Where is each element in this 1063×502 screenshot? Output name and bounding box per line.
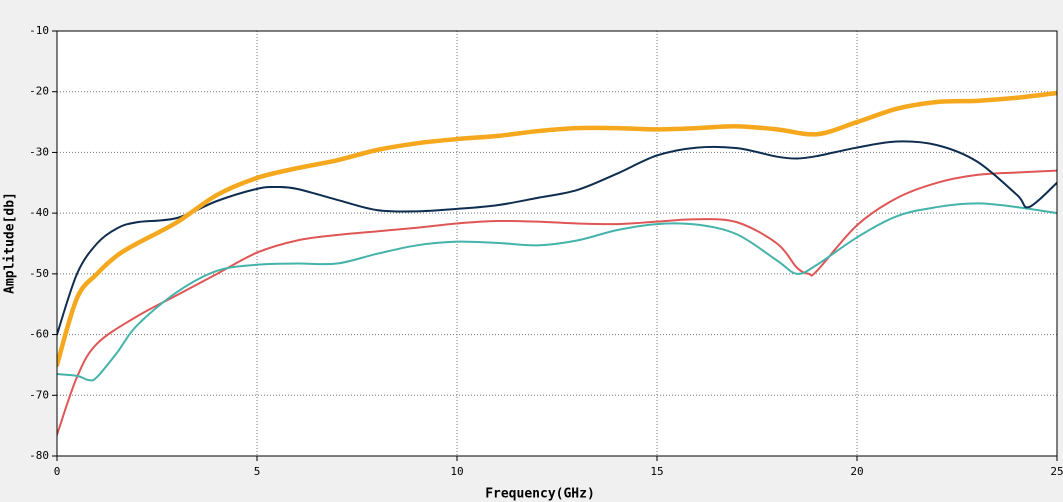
line-series xyxy=(57,90,1057,368)
lines xyxy=(57,90,1057,436)
y-tick-label: -70 xyxy=(29,388,49,401)
x-tick-label: 5 xyxy=(254,465,261,478)
line-series xyxy=(57,169,1057,436)
y-tick-label: -40 xyxy=(29,206,49,219)
line-series xyxy=(57,140,1057,336)
line-series xyxy=(57,202,1057,382)
y-tick-label: -10 xyxy=(29,24,49,37)
x-tick-label: 20 xyxy=(850,465,863,478)
y-tick-label: -30 xyxy=(29,145,49,158)
plot-frame xyxy=(56,30,1058,457)
x-tick-label: 0 xyxy=(54,465,61,478)
y-tick-label: -20 xyxy=(29,85,49,98)
x-axis-title: Frequency(GHz) xyxy=(485,487,595,502)
y-tick-label: -80 xyxy=(29,449,49,462)
x-tick-label: 25 xyxy=(1050,465,1063,478)
y-tick-label: -50 xyxy=(29,267,49,280)
y-axis-title: Amplitude[db] xyxy=(3,192,18,294)
x-tick-label: 10 xyxy=(450,465,463,478)
ticks: 0 5 10 15 20 25 -10 -20 -30 -40 -50 -60 -70 -80 xyxy=(29,24,1063,478)
x-tick-label: 15 xyxy=(650,465,663,478)
y-tick-label: -60 xyxy=(29,328,49,341)
